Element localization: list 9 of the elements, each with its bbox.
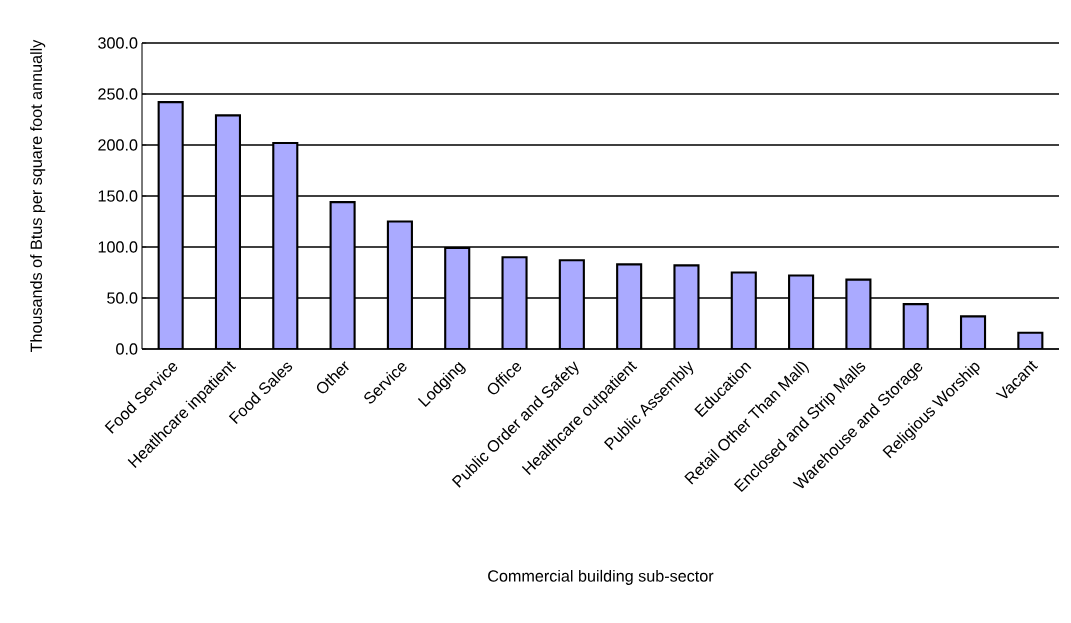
y-tick-label: 100.0 [98,241,138,253]
y-tick-label: 250.0 [98,88,138,100]
y-tick-label: 0.0 [116,343,138,355]
y-tick-label: 300.0 [98,37,138,49]
y-tick-label: 150.0 [98,190,138,202]
y-axis-title: Thousands of Btus per square foot annually [30,39,46,352]
y-tick-label: 200.0 [98,139,138,151]
y-tick-label: 50.0 [107,292,138,304]
x-axis-title: Commercial building sub-sector [488,569,714,585]
